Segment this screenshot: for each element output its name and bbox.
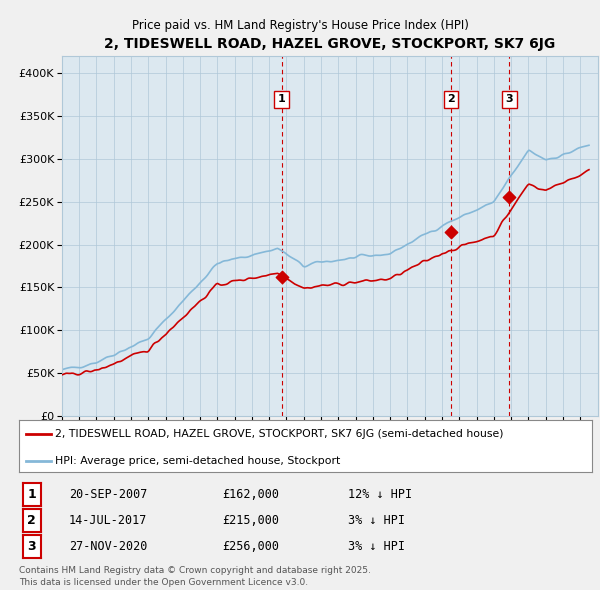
Point (505, 192, 514, 201)
Text: 3% ↓ HPI: 3% ↓ HPI (348, 540, 405, 553)
Text: Contains HM Land Registry data © Crown copyright and database right 2025.
This d: Contains HM Land Registry data © Crown c… (19, 566, 371, 587)
Text: 2: 2 (28, 514, 36, 527)
Text: 3% ↓ HPI: 3% ↓ HPI (348, 514, 405, 527)
Text: 12% ↓ HPI: 12% ↓ HPI (348, 488, 412, 501)
Text: 27-NOV-2020: 27-NOV-2020 (69, 540, 148, 553)
Text: £256,000: £256,000 (222, 540, 279, 553)
Text: 3: 3 (28, 540, 36, 553)
Text: 14-JUL-2017: 14-JUL-2017 (69, 514, 148, 527)
Text: HPI: Average price, semi-detached house, Stockport: HPI: Average price, semi-detached house,… (55, 455, 340, 466)
Text: 2, TIDESWELL ROAD, HAZEL GROVE, STOCKPORT, SK7 6JG (semi-detached house): 2, TIDESWELL ROAD, HAZEL GROVE, STOCKPOR… (55, 429, 503, 439)
Text: £162,000: £162,000 (222, 488, 279, 501)
Text: 1: 1 (278, 94, 286, 104)
Point (446, 227, 456, 237)
Text: 1: 1 (28, 488, 36, 501)
Point (277, 273, 286, 282)
Text: 2: 2 (448, 94, 455, 104)
Text: 20-SEP-2007: 20-SEP-2007 (69, 488, 148, 501)
Text: Price paid vs. HM Land Registry's House Price Index (HPI): Price paid vs. HM Land Registry's House … (131, 19, 469, 32)
Text: 3: 3 (506, 94, 513, 104)
Text: £215,000: £215,000 (222, 514, 279, 527)
Title: 2, TIDESWELL ROAD, HAZEL GROVE, STOCKPORT, SK7 6JG: 2, TIDESWELL ROAD, HAZEL GROVE, STOCKPOR… (104, 37, 556, 51)
